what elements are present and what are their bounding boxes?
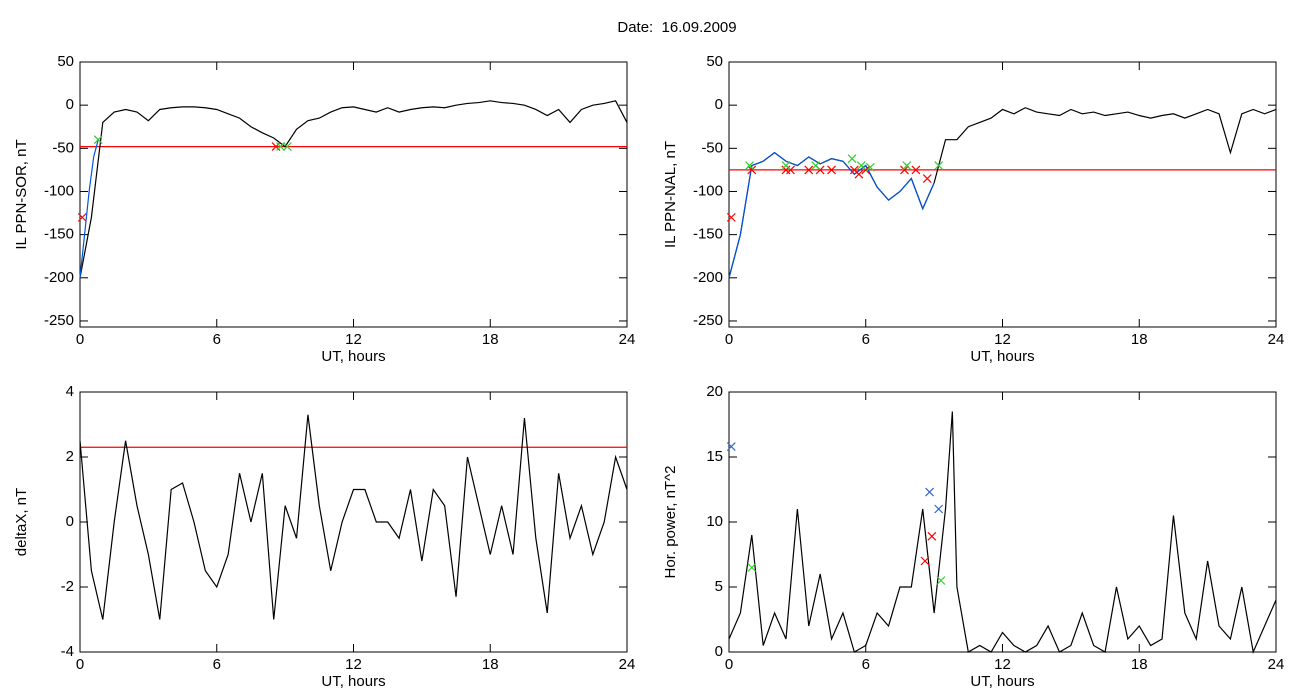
- cross-marker: [925, 487, 934, 497]
- cross-marker: [936, 576, 946, 585]
- y-tick-label: 0: [715, 96, 723, 113]
- x-axis-label: UT, hours: [970, 673, 1034, 690]
- x-tick-label: 24: [1268, 656, 1285, 673]
- y-tick-label: -150: [693, 226, 723, 243]
- cross-marker: [854, 169, 864, 179]
- cross-marker: [811, 161, 821, 171]
- data-line: [728, 411, 1277, 655]
- x-tick-label: 6: [213, 656, 221, 673]
- y-axis-label: deltaX, nT: [13, 488, 30, 556]
- data-line: [79, 139, 99, 278]
- cross-marker: [726, 442, 736, 452]
- cross-marker: [856, 161, 866, 171]
- cross-marker: [934, 504, 944, 514]
- x-axis-label: UT, hours: [321, 348, 385, 365]
- cross-marker: [902, 161, 912, 171]
- cross-marker: [745, 161, 754, 171]
- x-tick-label: 0: [725, 331, 733, 348]
- figure-title: Date: 16.09.2009: [617, 19, 736, 36]
- cross-marker: [726, 212, 736, 222]
- y-tick-label: 50: [57, 53, 74, 70]
- y-axis-label: IL PPN-SOR, nT: [13, 139, 30, 249]
- y-tick-label: -100: [44, 182, 74, 199]
- x-tick-label: 18: [1131, 331, 1148, 348]
- y-tick-label: 0: [715, 643, 723, 660]
- cross-marker: [781, 161, 791, 171]
- x-tick-label: 18: [482, 331, 499, 348]
- y-tick-label: 50: [706, 53, 723, 70]
- x-tick-label: 24: [1268, 331, 1285, 348]
- y-tick-label: -250: [693, 312, 723, 329]
- y-tick-label: -4: [61, 643, 74, 660]
- data-line: [79, 100, 628, 278]
- y-tick-label: 10: [706, 513, 723, 530]
- x-tick-label: 0: [725, 656, 733, 673]
- y-tick-label: -250: [44, 312, 74, 329]
- cross-marker: [77, 212, 87, 222]
- x-tick-label: 6: [862, 331, 870, 348]
- x-tick-label: 24: [619, 656, 636, 673]
- x-tick-label: 18: [1131, 656, 1148, 673]
- cross-marker: [827, 165, 836, 175]
- y-tick-label: 0: [66, 513, 74, 530]
- x-axis-label: UT, hours: [970, 348, 1034, 365]
- y-tick-label: 20: [706, 383, 723, 400]
- y-tick-label: -50: [701, 139, 723, 156]
- y-tick-label: -100: [693, 182, 723, 199]
- y-tick-label: 5: [715, 578, 723, 595]
- cross-marker: [276, 142, 285, 152]
- x-tick-label: 18: [482, 656, 499, 673]
- cross-marker: [93, 135, 103, 145]
- x-tick-label: 0: [76, 331, 84, 348]
- y-tick-label: -200: [693, 269, 723, 286]
- cross-marker: [934, 161, 944, 171]
- cross-marker: [282, 142, 292, 152]
- data-line: [728, 151, 935, 278]
- cross-marker: [847, 154, 857, 164]
- cross-marker: [920, 556, 930, 566]
- cross-marker: [747, 563, 757, 572]
- cross-marker: [900, 165, 909, 175]
- cross-marker: [922, 174, 932, 183]
- y-tick-label: 4: [66, 383, 74, 400]
- x-tick-label: 0: [76, 656, 84, 673]
- x-tick-label: 12: [994, 331, 1011, 348]
- y-tick-label: -200: [44, 269, 74, 286]
- y-tick-label: 2: [66, 448, 74, 465]
- y-tick-label: -2: [61, 578, 74, 595]
- x-tick-label: 12: [994, 656, 1011, 673]
- x-tick-label: 12: [345, 656, 362, 673]
- x-tick-label: 24: [619, 331, 636, 348]
- y-axis-label: Hor. power, nT^2: [662, 466, 679, 579]
- y-tick-label: 15: [706, 448, 723, 465]
- y-tick-label: 0: [66, 96, 74, 113]
- x-tick-label: 6: [862, 656, 870, 673]
- x-tick-label: 6: [213, 331, 221, 348]
- x-tick-label: 12: [345, 331, 362, 348]
- x-axis-label: UT, hours: [321, 673, 385, 690]
- cross-marker: [865, 162, 875, 172]
- y-axis-label: IL PPN-NAL, nT: [662, 141, 679, 248]
- cross-marker: [911, 165, 921, 175]
- data-line: [79, 414, 628, 620]
- cross-marker: [747, 165, 757, 175]
- y-tick-label: -150: [44, 226, 74, 243]
- cross-marker: [804, 165, 814, 175]
- y-tick-label: -50: [52, 139, 74, 156]
- cross-marker: [927, 531, 937, 541]
